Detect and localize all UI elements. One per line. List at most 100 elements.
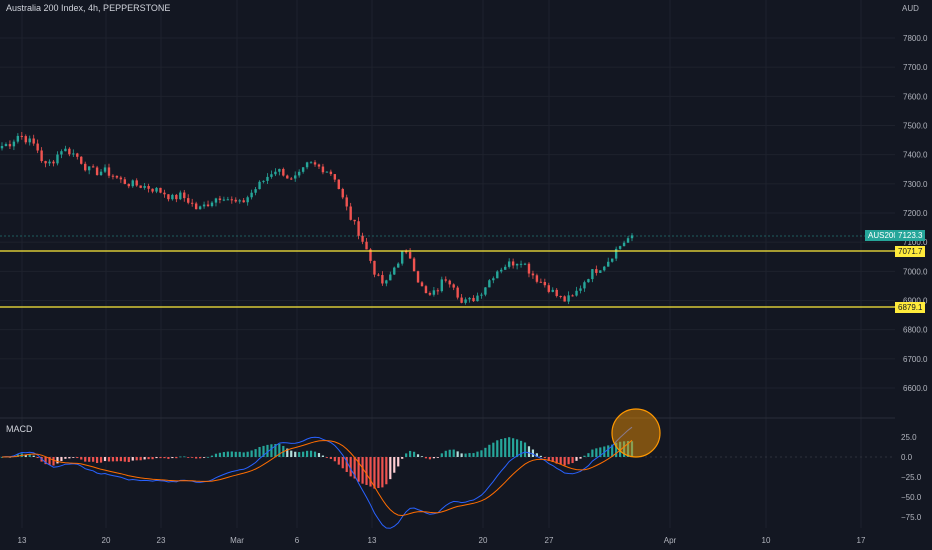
macd-histogram-bar — [317, 453, 321, 457]
macd-histogram-bar — [250, 450, 253, 457]
candle-body — [155, 187, 158, 192]
macd-histogram-bar — [206, 456, 210, 458]
macd-histogram-bar — [95, 457, 99, 463]
macd-histogram-bar — [611, 444, 614, 457]
price-axis-tick: 7400.0 — [903, 151, 928, 160]
candle-body — [36, 143, 39, 151]
candle-body — [610, 258, 614, 262]
macd-histogram-bar — [135, 457, 138, 461]
candle-body — [428, 293, 432, 295]
candle-body — [377, 274, 380, 276]
macd-histogram-bar — [559, 457, 562, 465]
macd-histogram-bar — [143, 457, 146, 460]
macd-histogram-bar — [428, 457, 432, 460]
macd-axis-tick: −75.0 — [901, 513, 922, 522]
macd-histogram-bar — [543, 457, 546, 459]
macd-histogram-bar — [551, 457, 554, 462]
macd-histogram-bar — [302, 451, 305, 457]
candle-body — [171, 194, 174, 200]
candle-body — [68, 148, 71, 155]
candle-body — [353, 219, 356, 222]
candle-body — [254, 189, 257, 193]
macd-histogram-bar — [72, 457, 75, 458]
candle-body — [559, 295, 562, 297]
macd-histogram-bar — [258, 447, 261, 457]
macd-histogram-bar — [412, 451, 416, 457]
candle-body — [555, 289, 558, 296]
macd-histogram-bar — [24, 454, 27, 457]
macd-histogram-bar — [579, 457, 582, 459]
macd-histogram-bar — [278, 443, 281, 457]
candle-body — [630, 235, 634, 239]
candle-body — [95, 167, 99, 176]
candles-layer — [0, 131, 634, 305]
price-axis-tick: 7600.0 — [903, 92, 928, 101]
candle-body — [551, 289, 554, 292]
lower-level-price-tag: 6879.1 — [895, 302, 926, 313]
candle-body — [250, 192, 253, 198]
macd-histogram-bar — [409, 450, 412, 457]
candle-body — [111, 175, 115, 177]
candle-body — [472, 297, 475, 302]
macd-indicator-label[interactable]: MACD — [6, 424, 33, 434]
chart-title[interactable]: Australia 200 Index, 4h, PEPPERSTONE — [6, 3, 171, 13]
candle-body — [452, 284, 455, 288]
symbol-tag: AUS200 — [865, 230, 901, 241]
macd-histogram-bar — [484, 447, 487, 457]
macd-histogram-bar — [32, 455, 35, 457]
price-axis-tick: 7200.0 — [903, 209, 928, 218]
macd-axis[interactable]: 25.0 0.0 −25.0 −50.0 −75.0 — [901, 433, 922, 522]
macd-histogram-bar — [488, 444, 491, 457]
macd-histogram-bar — [357, 457, 360, 482]
time-axis-tick: Apr — [664, 536, 677, 545]
candle-body — [420, 282, 424, 287]
candle-body — [91, 166, 95, 168]
candle-body — [179, 192, 182, 200]
candle-body — [214, 198, 218, 203]
candle-body — [436, 290, 440, 292]
macd-histogram-bar — [480, 450, 483, 457]
macd-histogram-bar — [262, 445, 265, 457]
candle-body — [511, 261, 515, 266]
candle-body — [183, 192, 186, 199]
price-axis-tick: 7300.0 — [903, 180, 928, 189]
time-axis[interactable]: 13 20 23 Mar 6 13 20 27 Apr 10 17 — [18, 536, 866, 545]
macd-histogram-bar — [500, 438, 503, 457]
candle-body — [151, 188, 154, 192]
price-axis[interactable]: 7800.0 7700.0 7600.0 7500.0 7400.0 7300.0 7200… — [903, 34, 928, 393]
macd-histogram-bar — [440, 453, 443, 457]
candle-body — [583, 282, 586, 289]
macd-histogram-bar — [254, 449, 257, 457]
candle-body — [539, 281, 543, 283]
candle-body — [345, 197, 348, 207]
macd-histogram-bar — [420, 456, 424, 458]
macd-histogram-bar — [92, 457, 95, 462]
candle-body — [238, 200, 241, 202]
candle-body — [317, 164, 321, 167]
candle-body — [476, 295, 479, 302]
macd-histogram-bar — [432, 457, 435, 459]
candle-body — [492, 278, 495, 281]
candle-body — [127, 183, 130, 187]
candle-body — [373, 260, 376, 275]
macd-histogram-bar — [508, 437, 511, 457]
candle-body — [416, 271, 420, 283]
macd-histogram-bar — [175, 457, 178, 459]
candle-body — [139, 185, 142, 188]
macd-histogram-bar — [266, 444, 269, 457]
candle-body — [488, 280, 491, 288]
candle-body — [60, 151, 63, 155]
macd-histogram-bar — [115, 457, 119, 462]
candle-body — [16, 135, 20, 142]
price-axis-tick: 6900.0 — [903, 297, 928, 306]
macd-histogram-bar — [385, 457, 388, 485]
candle-body — [12, 141, 16, 147]
macd-histogram-bar — [373, 457, 376, 489]
candle-body — [618, 246, 622, 249]
candle-body — [579, 288, 582, 291]
candle-body — [8, 144, 12, 147]
macd-histogram-bar — [397, 457, 400, 467]
price-axis-tick: 7700.0 — [903, 63, 928, 72]
macd-histogram-bar — [309, 450, 313, 457]
